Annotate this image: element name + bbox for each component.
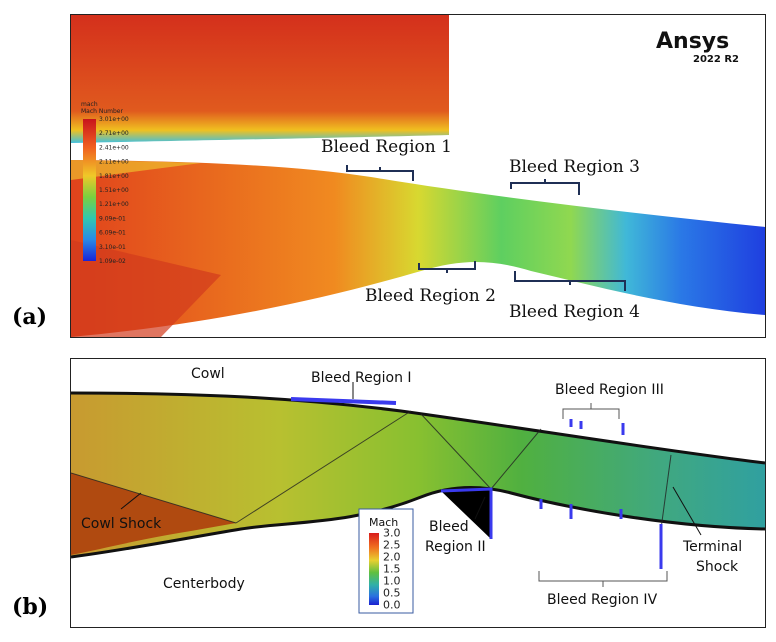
legend-tick-label: 1.21e+00 [99,201,129,208]
label-terminal-1: Terminal [682,539,742,555]
duct-flow-field [71,160,765,337]
shock-lines [71,410,672,530]
label-cowl-shock: Cowl Shock [81,516,162,532]
label-bleed-region-ii-1: Bleed [429,519,469,535]
label-cowl: Cowl [191,366,225,382]
legend-tick-label: 1.81e+00 [99,173,129,180]
legend-tick-label: 3.01e+00 [99,116,129,123]
label-bleed-region-i: Bleed Region I [311,370,412,386]
legend-tick-label: 1.5 [383,563,401,576]
duct-field [71,393,765,557]
legend-tick-label: 2.11e+00 [99,159,129,166]
bleed-arrows-region-ii [440,487,493,539]
legend-tick-label: 2.5 [383,539,401,552]
legend-tick-label: 1.09e-02 [99,258,126,265]
ansys-version: 2022 R2 [693,54,739,65]
label-centerbody: Centerbody [163,576,245,592]
legend-tick-label: 3.0 [383,527,401,540]
bleed-arrows-region-i [290,397,397,405]
legend-tick-label: 2.0 [383,551,401,564]
label-bleed-region-4: Bleed Region 4 [509,302,640,322]
bleed-arrows-region-iii [569,419,625,435]
bleed-arrows [290,397,663,569]
label-bleed-region-2: Bleed Region 2 [365,286,496,306]
boundary-layer [71,160,201,180]
label-bleed-region-iv: Bleed Region IV [547,592,658,608]
brackets [346,165,626,291]
region-brackets [538,403,668,587]
label-terminal-2: Shock [696,559,739,575]
legend-tick-label: 1.51e+00 [99,187,129,194]
ansys-logo: Ansys [656,29,729,54]
panel-b-schematic: Cowl Bleed Region I Bleed Region III Cow… [70,358,766,628]
shock-wedge [71,240,221,337]
bleed-arrows-region-iv [539,499,663,569]
legend-tick-label: 0.0 [383,599,401,612]
legend-tick-label: 6.09e-01 [99,230,126,237]
legend-tick-label: 2.71e+00 [99,130,129,137]
label-bleed-region-3: Bleed Region 3 [509,157,640,177]
legend-colorbar [83,119,96,261]
legend-title: Mach Number [81,108,123,115]
legend-colorbar [369,533,379,605]
panel-a-label: (a) [12,304,48,330]
panel-a-ansys-contour: Ansys 2022 R2 mach Mach Number 3.01e+00 2… [70,14,766,338]
bracket-region-3 [510,182,580,195]
cowl-wall [71,391,765,465]
legend-tick-label: 1.0 [383,575,401,588]
legend-box [358,508,414,614]
legend-tick-labels: 3.01e+00 2.71e+00 2.41e+00 2.11e+00 1.81e+00… [99,116,129,265]
label-bleed-region-iii: Bleed Region III [555,382,664,398]
leader-lines [120,382,702,536]
label-bleed-region-ii-2: Region II [425,539,486,555]
cowl-shock-wedge [71,473,236,555]
panel-a-figure: Ansys 2022 R2 mach Mach Number 3.01e+00 2… [71,15,765,337]
legend-tick-label: 3.10e-01 [99,244,126,251]
panel-b-label: (b) [12,594,49,620]
label-bleed-region-1: Bleed Region 1 [321,137,452,157]
legend-tick-label: 0.5 [383,587,401,600]
legend-title: Mach [369,516,398,529]
centerbody-wall [71,485,765,559]
legend-tick-label: 2.41e+00 [99,144,129,151]
panel-b-figure: Cowl Bleed Region I Bleed Region III Cow… [71,366,765,614]
cowl-upper-field [71,15,449,143]
legend-tick-labels: 3.02.52.01.51.00.50.0 [383,527,401,612]
legend-tick-label: 9.09e-01 [99,215,126,222]
legend-var-name: mach [81,101,98,108]
